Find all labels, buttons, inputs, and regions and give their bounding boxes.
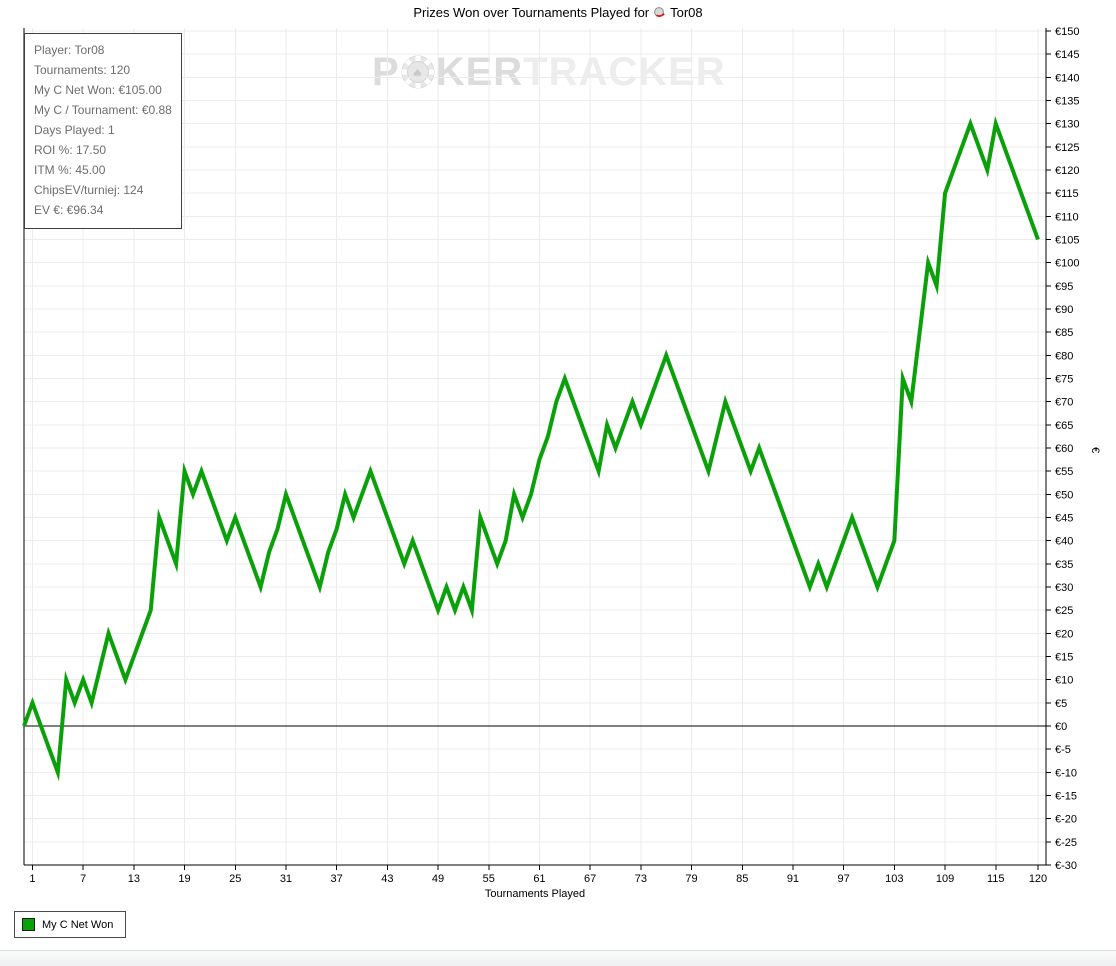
y-tick-label: €135 [1055,96,1079,108]
x-tick-label: 67 [584,873,596,885]
stat-row: EV €: €96.34 [34,203,104,217]
y-tick-label: €-20 [1055,814,1077,826]
stat-row: ITM %: 45.00 [34,163,106,177]
chart-title-text: Prizes Won over Tournaments Played for [413,5,650,20]
x-tick-label: 79 [685,873,697,885]
y-tick-label: €25 [1055,605,1073,617]
x-tick-label: 19 [178,873,190,885]
window-bottom-strip [0,950,1116,966]
x-tick-label: 55 [483,873,495,885]
legend-swatch-green [22,918,35,931]
x-tick-label: 73 [635,873,647,885]
y-tick-label: €55 [1055,466,1073,478]
y-tick-label: €50 [1055,489,1073,501]
x-tick-label: 120 [1029,873,1047,885]
y-tick-label: €65 [1055,420,1073,432]
y-tick-label: €-10 [1055,767,1077,779]
x-tick-label: 103 [885,873,903,885]
y-tick-label: €120 [1055,165,1079,177]
x-tick-label: 115 [987,873,1005,885]
y-tick-label: €105 [1055,235,1079,247]
y-tick-label: €15 [1055,652,1073,664]
poker-chip-icon: ♠ [401,55,435,89]
x-tick-label: 43 [381,873,393,885]
x-tick-label: 31 [280,873,292,885]
y-tick-label: €60 [1055,443,1073,455]
x-tick-label: 97 [838,873,850,885]
y-tick-label: €-30 [1055,860,1077,872]
y-tick-label: €10 [1055,675,1073,687]
stat-row: My C / Tournament: €0.88 [34,103,172,117]
x-tick-label: 49 [432,873,444,885]
y-tick-label: €30 [1055,582,1073,594]
y-tick-label: €90 [1055,304,1073,316]
y-tick-label: €0 [1055,721,1067,733]
x-tick-label: 61 [533,873,545,885]
y-tick-label: €130 [1055,119,1079,131]
y-axis-title: € [1089,447,1101,453]
y-tick-label: €145 [1055,49,1079,61]
legend-series-label: My C Net Won [42,918,114,931]
y-tick-label: €115 [1055,188,1079,200]
y-tick-label: €70 [1055,397,1073,409]
chart-title-player-name: Tor08 [670,5,703,20]
x-tick-label: 1 [29,873,35,885]
y-tick-label: €85 [1055,327,1073,339]
stat-row: Player: Tor08 [34,43,105,57]
chip-spade-glyph: ♠ [413,65,423,82]
stat-row: Days Played: 1 [34,123,115,137]
chart-title: Prizes Won over Tournaments Played for T… [0,5,1116,20]
y-tick-label: €-15 [1055,791,1077,803]
x-tick-label: 25 [229,873,241,885]
y-tick-label: €125 [1055,142,1079,154]
x-tick-label: 85 [736,873,748,885]
x-axis-title: Tournaments Played [485,888,585,900]
y-tick-label: €-25 [1055,837,1077,849]
x-tick-label: 7 [80,873,86,885]
y-tick-label: €20 [1055,628,1073,640]
y-tick-label: €35 [1055,559,1073,571]
player-icon [654,7,665,17]
y-tick-label: €100 [1055,258,1079,270]
stat-row: ROI %: 17.50 [34,143,107,157]
stat-row: ChipsEV/turniej: 124 [34,183,144,197]
y-tick-label: €80 [1055,350,1073,362]
stat-row: My C Net Won: €105.00 [34,83,162,97]
y-tick-label: €40 [1055,536,1073,548]
y-tick-label: €-5 [1055,744,1071,756]
y-tick-label: €75 [1055,374,1073,386]
stat-row: Tournaments: 120 [34,63,131,77]
y-tick-label: €150 [1055,26,1079,38]
stats-box: Player: Tor08 Tournaments: 120 My C Net Wo… [24,33,182,229]
y-tick-label: €140 [1055,72,1079,84]
watermark-text-poker-ker: KER [435,50,524,94]
y-tick-label: €45 [1055,513,1073,525]
x-tick-label: 13 [128,873,140,885]
legend-box: My C Net Won [14,911,126,938]
y-tick-label: €110 [1055,211,1079,223]
x-tick-label: 37 [331,873,343,885]
y-tick-label: €5 [1055,698,1067,710]
net-won-line [22,116,1040,782]
watermark-text-poker-p: P [372,50,400,94]
y-tick-label: €95 [1055,281,1073,293]
x-tick-label: 109 [936,873,954,885]
x-tick-label: 91 [787,873,799,885]
